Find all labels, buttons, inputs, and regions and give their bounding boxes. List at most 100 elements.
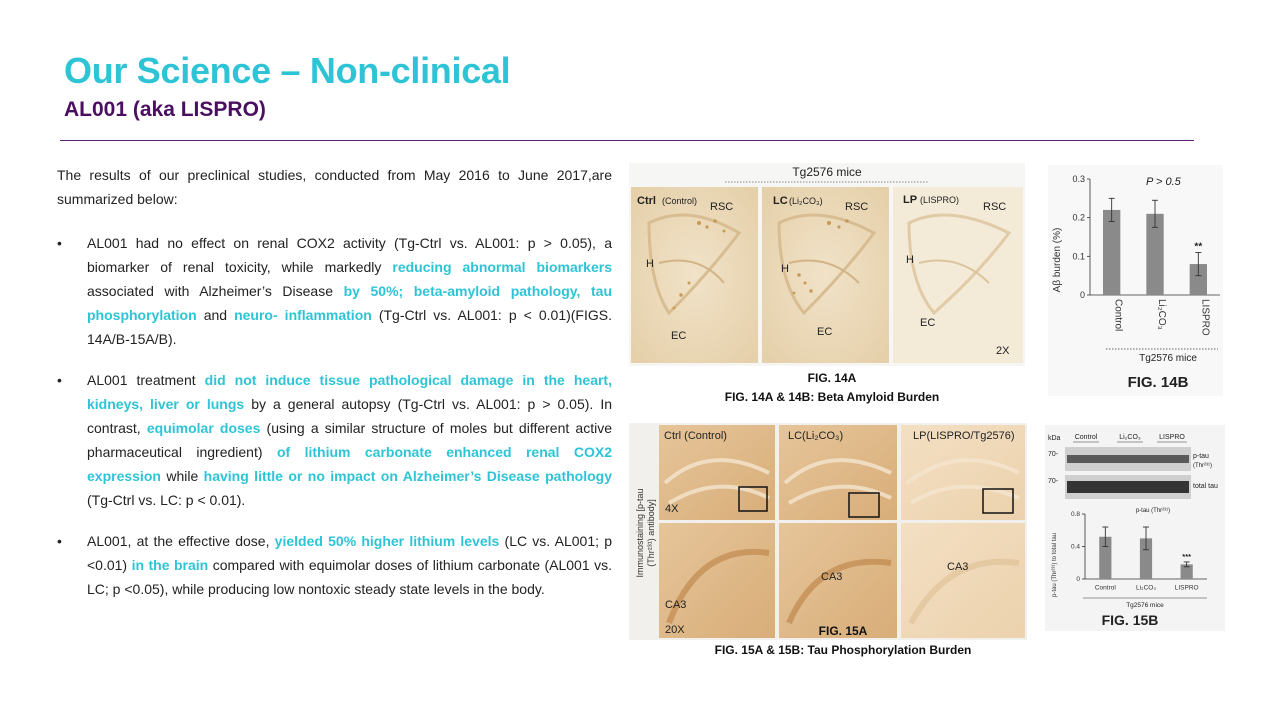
summary-text: The results of our preclinical studies, … — [57, 163, 612, 618]
highlighted-text: having little or no impact on Alzheimer’… — [203, 468, 612, 484]
bullet-text: AL001, at the effective dose, — [87, 533, 275, 549]
fig14b-pvalue: P > 0.5 — [1146, 176, 1182, 188]
significance-mark: ** — [1194, 241, 1202, 252]
highlighted-text: by 50%; beta-amyloid pathology, tau phos… — [87, 283, 612, 323]
fig15b-band2-kda: 70- — [1048, 478, 1059, 485]
fig-15a-caption: FIG. 15A — [818, 624, 868, 638]
fig14a-ctrl-sub: (Control) — [662, 196, 697, 206]
fig14a-panel-ctrl — [631, 187, 758, 363]
bullet-item: AL001, at the effective dose, yielded 50… — [57, 529, 612, 601]
fig15a-ylabel-1: Immunostaining [p-tau — [635, 488, 645, 577]
fig15a-lc-label: LC(Li₂CO₃) — [788, 430, 843, 442]
highlighted-text: equimolar doses — [146, 420, 261, 436]
fig-15ab-caption: FIG. 15A & 15B: Tau Phosphorylation Burd… — [714, 643, 972, 657]
fig14a-lp-label: LP — [903, 194, 917, 206]
fig15a-lc-bottom — [779, 523, 897, 638]
fig-15b-svg: kDa Control Li₂CO₃ LISPRO 70- p-tau (Thr… — [1048, 434, 1218, 628]
bar — [1099, 536, 1112, 579]
fig-14a-image: Tg2576 mice Ctrl (Control) RSC H EC — [629, 163, 1025, 366]
bullet-text: and — [196, 307, 235, 323]
fig14a-lp-h: H — [906, 254, 914, 266]
bullet-text: by a general autopsy (Tg-Ctrl vs. AL001:… — [87, 396, 612, 436]
fig-14ab-caption: FIG. 14A & 14B: Beta Amyloid Burden — [724, 390, 940, 404]
bar — [1189, 264, 1207, 295]
highlighted-text: neuro- inflammation — [234, 307, 372, 323]
x-tick-label: LISPRO — [1175, 585, 1199, 592]
bullet-text: (Tg-Ctrl vs. AL001: p < 0.01)(FIGS. 14A/… — [87, 307, 612, 347]
fig14a-header: Tg2576 mice — [792, 165, 862, 179]
bullet-item: AL001 had no effect on renal COX2 activi… — [57, 231, 612, 351]
fig14a-lc-h: H — [781, 263, 789, 275]
x-tick-label: LISPRO — [1199, 299, 1210, 336]
fig15a-lp-bottom — [901, 523, 1025, 638]
fig15b-lane-li2co3: Li₂CO₃ — [1119, 434, 1141, 441]
fig15a-mag-top: 4X — [665, 503, 679, 515]
bullet-text: (Tg-Ctrl vs. LC: p < 0.01). — [87, 492, 246, 508]
fig-14b-svg: Aβ burden (%) P > 0.5 Tg2576 mice FIG. 1… — [1052, 174, 1220, 391]
fig-15a-svg: Immunostaining [p-tau (Thr²³¹) antibody]… — [635, 425, 1025, 638]
significance-mark: *** — [1182, 552, 1191, 561]
x-tick-label: Control — [1113, 299, 1124, 331]
fig15b-lane-control: Control — [1075, 434, 1098, 441]
y-tick-label: 0.8 — [1071, 511, 1080, 518]
fig15b-lane-lispro: LISPRO — [1159, 434, 1185, 441]
bar — [1146, 213, 1164, 295]
y-tick-label: 0 — [1076, 576, 1080, 583]
title-divider — [60, 140, 1194, 141]
fig15b-band1-label: p-tau — [1193, 453, 1209, 460]
fig14a-panel-lc — [762, 187, 889, 363]
bullet-text: (using a similar structure of moles but … — [87, 420, 612, 460]
bullet-item: AL001 treatment did not induce tissue pa… — [57, 368, 612, 512]
bullet-text: while — [160, 468, 204, 484]
y-tick-label: 0 — [1080, 290, 1085, 300]
fig15b-band1-sub: (Thr²³¹) — [1193, 463, 1212, 469]
bullet-text: AL001 had no effect on renal COX2 activi… — [87, 235, 612, 275]
fig-15b-figure: kDa Control Li₂CO₃ LISPRO 70- p-tau (Thr… — [1045, 425, 1225, 631]
fig15a-mag-bottom: 20X — [665, 624, 685, 636]
fig14a-ctrl-label: Ctrl — [637, 195, 656, 207]
fig14a-ctrl-h: H — [646, 258, 654, 270]
highlighted-text: reducing abnormal biomarkers — [392, 259, 612, 275]
fig14a-lp-ec: EC — [920, 317, 935, 329]
fig14b-group-label: Tg2576 mice — [1139, 353, 1197, 364]
bullet-list: AL001 had no effect on renal COX2 activi… — [57, 231, 612, 601]
highlighted-text: in the brain — [131, 557, 209, 573]
fig15a-ctrl-bottom — [659, 523, 775, 638]
fig15a-lp-label: LP(LISPRO/Tg2576) — [913, 430, 1015, 442]
fig14a-lp-sub: (LISPRO) — [920, 195, 959, 205]
fig15b-band1-kda: 70- — [1048, 451, 1059, 458]
fig14a-lc-sub: (Li₂CO₃) — [789, 196, 823, 206]
slide-subtitle: AL001 (aka LISPRO) — [64, 98, 266, 121]
fig14a-magnification: 2X — [996, 345, 1010, 357]
fig14b-figure-label: FIG. 14B — [1128, 374, 1189, 391]
y-tick-label: 0.4 — [1071, 544, 1080, 551]
fig-14a-caption: FIG. 14A — [807, 371, 857, 385]
fig14a-ctrl-ec: EC — [671, 330, 686, 342]
bar — [1103, 209, 1121, 295]
highlighted-text: of lithium carbonate enhanced renal COX2… — [87, 444, 612, 484]
fig-14a-svg: Tg2576 mice Ctrl (Control) RSC H EC — [631, 165, 1023, 363]
fig14a-lc-rsc: RSC — [845, 201, 868, 213]
fig15a-ctrl-label: Ctrl (Control) — [664, 430, 727, 442]
bullet-text: AL001 treatment — [87, 372, 205, 388]
intro-paragraph: The results of our preclinical studies, … — [57, 167, 612, 207]
bullet-text: associated with Alzheimer’s Disease — [87, 283, 344, 299]
fig15b-group-label: Tg2576 mice — [1126, 602, 1164, 609]
fig14a-lc-label: LC — [773, 195, 788, 207]
fig14b-ylabel: Aβ burden (%) — [1052, 228, 1063, 293]
fig14a-lc-ec: EC — [817, 326, 832, 338]
slide-title: Our Science – Non-clinical — [64, 50, 511, 91]
highlighted-text: yielded 50% higher lithium levels — [274, 533, 500, 549]
fig15b-plot-title: p-tau (Thr²³¹) — [1136, 508, 1170, 514]
fig14a-panel-lp — [893, 187, 1023, 363]
fig-15a-image: Immunostaining [p-tau (Thr²³¹) antibody]… — [629, 423, 1027, 640]
bar — [1139, 538, 1153, 579]
bullet-text: compared with equimolar doses of lithium… — [87, 557, 612, 597]
x-tick-label: Control — [1095, 585, 1117, 592]
fig15a-lc-ca3: CA3 — [821, 571, 842, 583]
highlighted-text: did not induce tissue pathological damag… — [87, 372, 612, 412]
bullet-text: (LC vs. AL001; p <0.01) — [87, 533, 612, 573]
fig15b-figure-label: FIG. 15B — [1102, 612, 1159, 628]
x-tick-label: Li₂CO₃ — [1136, 585, 1156, 592]
fig15b-kda: kDa — [1048, 435, 1061, 442]
